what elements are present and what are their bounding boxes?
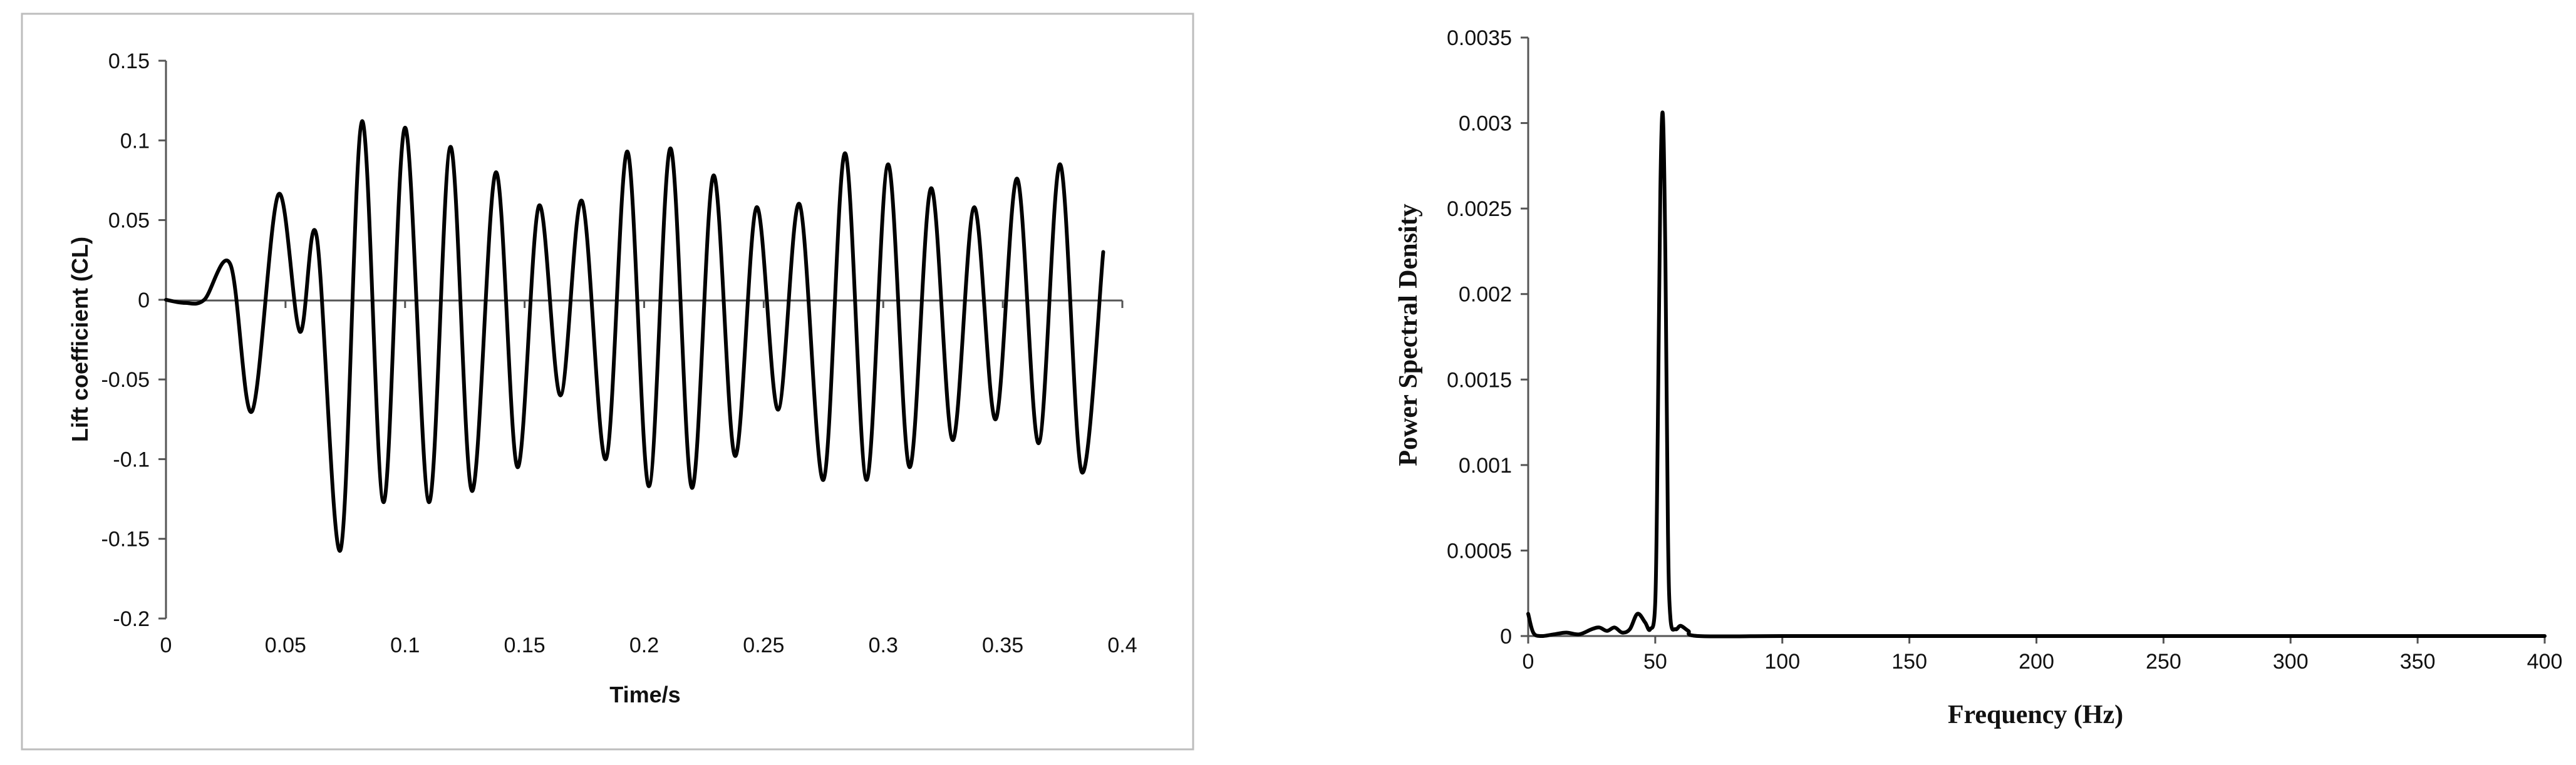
- right-x-tick-label: 250: [2146, 650, 2181, 674]
- left-y-tick-label: -0.2: [113, 607, 150, 631]
- right-x-tick-label: 150: [1891, 650, 1927, 674]
- right-y-tick-label: 0.001: [1459, 454, 1512, 478]
- right-chart-power-spectral-density: 0 0.0005 0.001 0.0015 0.002 0.0025 0.003 0.0035…: [1394, 26, 2562, 729]
- right-y-axis-title: Power Spectral Density: [1394, 203, 1423, 466]
- right-y-tick-label: 0.0025: [1447, 197, 1512, 221]
- right-y-tick-label: 0.003: [1459, 112, 1512, 136]
- right-x-tick-label: 400: [2527, 650, 2563, 674]
- right-x-tick-label: 50: [1643, 650, 1667, 674]
- left-x-tick-label: 0.3: [869, 634, 898, 657]
- left-y-tick-label: -0.05: [101, 368, 150, 392]
- right-x-tick-label: 350: [2400, 650, 2436, 674]
- left-y-tick-label: -0.1: [113, 448, 150, 471]
- left-x-tick-label: 0: [160, 634, 172, 657]
- left-x-tick-label: 0.2: [629, 634, 659, 657]
- right-x-axis-title: Frequency (Hz): [1948, 701, 2123, 729]
- right-y-tick-label: 0.0015: [1447, 368, 1512, 392]
- right-x-tick-label: 0: [1523, 650, 1534, 674]
- left-x-tick-label: 0.4: [1107, 634, 1137, 657]
- right-y-tick-label: 0.002: [1459, 283, 1512, 307]
- right-y-tick-label: 0: [1500, 625, 1512, 649]
- lift-coefficient-series-line: [164, 119, 1105, 553]
- left-x-tick-label: 0.25: [743, 634, 784, 657]
- left-y-tick-label: 0.1: [120, 129, 150, 153]
- right-x-tick-label: 200: [2019, 650, 2054, 674]
- left-chart-lift-coefficient: -0.2 -0.15 -0.1 -0.05 0 0.05 0.1 0.15 0 0.05 0.1 0…: [67, 49, 1137, 707]
- left-x-tick-label: 0.1: [390, 634, 420, 657]
- right-y-tick-label: 0.0005: [1447, 539, 1512, 563]
- right-x-tick-label: 100: [1764, 650, 1800, 674]
- right-y-tick-label: 0.0035: [1447, 26, 1512, 50]
- left-x-tick-label: 0.15: [504, 634, 546, 657]
- left-y-tick-label: 0.05: [108, 209, 150, 233]
- left-y-axis-title: Lift coefficient (CL): [67, 237, 93, 442]
- left-x-axis-title: Time/s: [609, 682, 680, 707]
- left-y-tick-label: 0: [138, 289, 150, 312]
- left-chart-border: [21, 13, 1194, 751]
- left-x-tick-label: 0.35: [982, 634, 1023, 657]
- left-x-tick-label: 0.05: [265, 634, 306, 657]
- left-y-tick-label: 0.15: [108, 49, 150, 73]
- psd-series-line: [1526, 110, 2547, 639]
- left-y-tick-label: -0.15: [101, 528, 150, 552]
- right-x-tick-label: 300: [2273, 650, 2309, 674]
